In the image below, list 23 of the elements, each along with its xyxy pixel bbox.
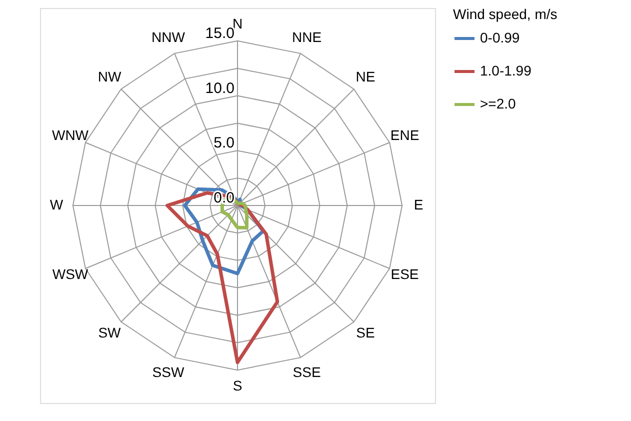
spoke-label: S [232, 378, 242, 394]
spoke-label: WNW [52, 127, 90, 144]
spoke-label: ESE [390, 266, 419, 282]
spoke-label: E [414, 196, 424, 212]
spoke-label: NW [98, 68, 122, 84]
legend-label: 1.0-1.99 [480, 62, 532, 78]
y-tick-label: 0.0 [214, 190, 234, 206]
spoke-label: W [50, 196, 64, 212]
spoke-label: NE [356, 68, 376, 84]
spoke-label: SSE [292, 364, 321, 380]
spoke-label: SE [356, 324, 375, 341]
legend-label: >=2.0 [480, 96, 516, 112]
spoke-label: SW [98, 324, 122, 341]
y-tick-label: 5.0 [214, 134, 234, 152]
spoke-label: NNW [152, 29, 186, 46]
spoke-label: ENE [390, 127, 420, 144]
legend-label: 0-0.99 [480, 30, 520, 46]
legend-title: Wind speed, m/s [453, 6, 558, 22]
spoke-label: WSW [52, 266, 89, 282]
spoke-label: SSW [152, 364, 185, 380]
y-tick-label: 10.0 [205, 80, 234, 97]
y-tick-label: 15.0 [205, 24, 234, 42]
spoke-label: NNE [292, 29, 322, 46]
